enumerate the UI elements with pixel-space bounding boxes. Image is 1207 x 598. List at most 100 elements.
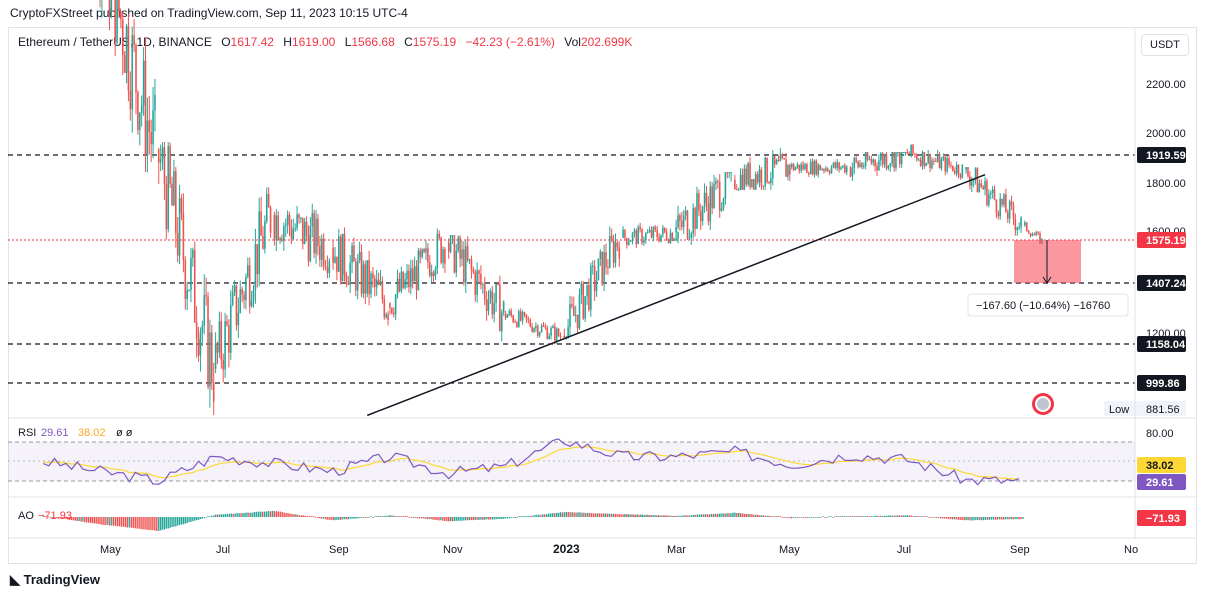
ao-bar: [959, 517, 961, 520]
ao-bar: [528, 515, 530, 517]
candle-body: [531, 326, 533, 332]
ao-bar: [99, 517, 101, 525]
candle-body: [466, 246, 469, 261]
candle-body: [957, 164, 960, 176]
ao-bar: [1016, 517, 1018, 520]
ao-bar: [451, 517, 454, 522]
ao-bar: [722, 513, 724, 517]
candle-body: [370, 273, 372, 295]
ao-bar: [111, 517, 113, 526]
ao-bar: [977, 517, 979, 520]
candle-body: [413, 266, 416, 282]
badge-999-bg: [1137, 375, 1186, 391]
candle-body: [432, 272, 435, 276]
ao-bar: [629, 514, 631, 517]
ao-bar: [663, 515, 665, 517]
candle-body: [811, 161, 814, 175]
ao-bar: [426, 517, 428, 520]
ao-bar: [652, 515, 654, 517]
ao-bar: [338, 517, 340, 520]
ao-bar: [785, 517, 787, 518]
candle-body: [1039, 233, 1041, 244]
ao-bar: [341, 517, 344, 520]
candle-body: [533, 328, 535, 332]
ao-bar: [1004, 517, 1006, 520]
candle-body: [411, 268, 414, 282]
candle-body: [972, 179, 975, 182]
candle-body: [798, 164, 801, 171]
high-label: H: [283, 35, 292, 49]
candle-body: [688, 237, 691, 239]
candle-body: [709, 186, 712, 222]
tradingview-logo[interactable]: ◣ TradingView: [10, 572, 100, 588]
x-tick-may-23: May: [779, 544, 800, 556]
ao-bar: [918, 516, 920, 517]
candle-body: [726, 172, 729, 174]
candle-body: [991, 189, 994, 193]
rsi-line: [42, 438, 1020, 486]
ao-bar: [82, 517, 84, 522]
ao-bar: [97, 517, 99, 525]
ao-bar: [48, 516, 50, 517]
candle-body: [510, 310, 513, 316]
currency-button[interactable]: USDT: [1141, 34, 1189, 56]
candle-body: [883, 154, 886, 165]
time-axis[interactable]: May Jul Sep Nov 2023 Mar May Jul Sep No: [100, 542, 1138, 556]
ao-bar: [775, 516, 778, 517]
ao-bar: [695, 514, 697, 517]
candle-body: [190, 257, 192, 291]
candle-body: [322, 238, 325, 267]
candle-body: [637, 226, 640, 245]
ao-bar: [932, 517, 934, 518]
ao-bar: [641, 514, 644, 517]
ao-bar: [906, 515, 909, 517]
ao-bar: [343, 517, 346, 520]
ao-bar: [314, 517, 317, 518]
candle-body: [243, 294, 245, 301]
candle-body: [343, 233, 346, 275]
ao-bar: [1002, 517, 1004, 520]
candle-body: [919, 159, 922, 166]
measure-tool[interactable]: −167.60 (−10.64%) −16760: [967, 240, 1129, 317]
measure-label-box: [967, 293, 1129, 317]
ao-bar: [422, 517, 424, 519]
candle-body: [176, 233, 179, 256]
horizontal-levels[interactable]: [8, 154, 1135, 384]
candle-body: [931, 160, 933, 169]
us-flag-event-icon[interactable]: [1032, 393, 1054, 415]
price-axis[interactable]: 2200.00 2000.00 1800.00 1600.00 1200.00 …: [1104, 79, 1187, 416]
ao-bar: [273, 511, 276, 517]
ao-bar: [360, 517, 363, 519]
x-tick-2023: 2023: [553, 542, 580, 556]
candle-body: [404, 279, 406, 288]
x-tick-sep: Sep: [329, 544, 349, 556]
rsi-badge-bg: [1137, 474, 1186, 490]
candle-body: [783, 158, 785, 160]
candle-body: [428, 262, 431, 277]
ao-bar: [791, 517, 793, 519]
ao-bar: [745, 513, 747, 517]
candle-body: [849, 167, 852, 177]
candle-body: [889, 163, 892, 166]
trendline[interactable]: [366, 174, 986, 417]
candle-body: [698, 193, 700, 211]
candle-body: [648, 229, 651, 233]
ao-bar: [57, 517, 60, 518]
candle-body: [1020, 217, 1022, 227]
ao-bar: [1022, 517, 1024, 519]
ao-bar: [602, 513, 605, 517]
ao-bar: [781, 517, 783, 518]
candle-body: [283, 226, 285, 241]
candle-body: [453, 235, 456, 273]
ao-bar: [182, 517, 185, 525]
candle-body: [514, 321, 516, 323]
low-value: 881.56: [1146, 404, 1180, 416]
candle-body: [895, 152, 897, 169]
candle-body: [677, 215, 679, 228]
candle-body: [631, 233, 634, 241]
ao-bar: [163, 517, 166, 530]
candle-body: [764, 157, 767, 187]
ao-bar: [563, 512, 566, 517]
candle-body: [328, 261, 331, 273]
